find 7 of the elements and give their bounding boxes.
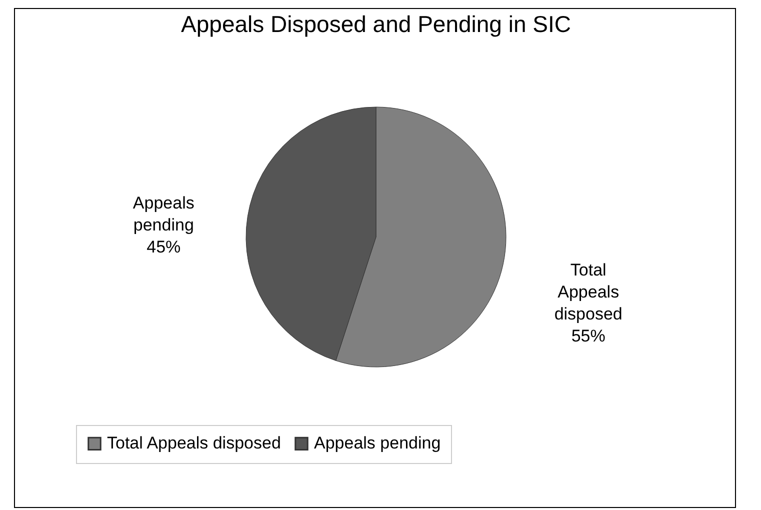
legend-label: Appeals pending — [314, 434, 440, 453]
slice-label: Total Appeals disposed — [554, 260, 622, 324]
legend-label: Total Appeals disposed — [106, 434, 280, 453]
slice-label: Appeals pending — [132, 193, 194, 234]
data-label: 45% — [146, 237, 180, 256]
data-label: 55% — [570, 326, 605, 346]
chart-title: Appeals Disposed and Pending in SIC — [180, 11, 570, 37]
